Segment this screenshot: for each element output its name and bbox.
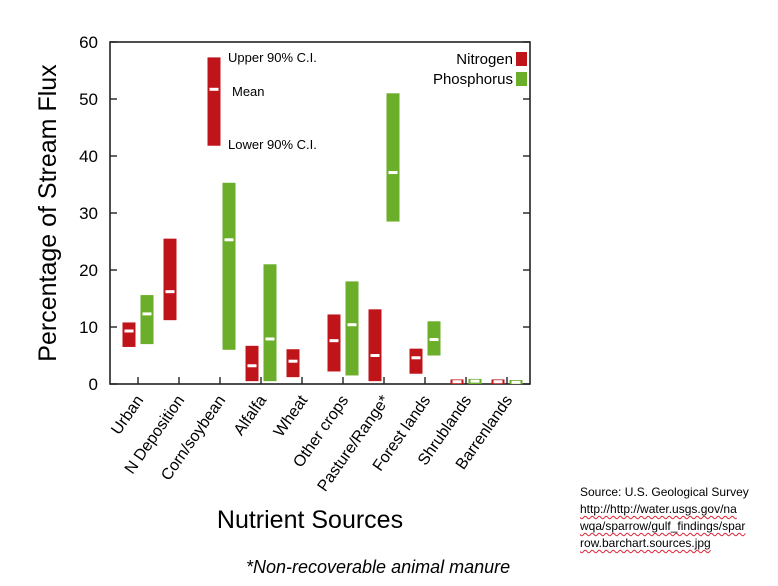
source-link-line-2[interactable]: http://http://water.usgs.gov/na (580, 502, 737, 516)
phosphorus-mean-marker (224, 238, 234, 242)
y-tick-label: 30 (79, 204, 98, 223)
source-note: Source: U.S. Geological Survey http://ht… (580, 484, 770, 552)
phosphorus-range-bar (222, 182, 236, 350)
legend-swatch-phosphorus (516, 72, 527, 86)
nitrogen-mean-marker (411, 356, 421, 360)
x-tick-label: Urban (108, 393, 147, 438)
y-tick-label: 60 (79, 33, 98, 52)
nitrogen-range-bar (409, 348, 423, 374)
x-tick-label: Wheat (271, 392, 312, 440)
nitrogen-mean-marker (247, 364, 257, 368)
ci-key-lower-label: Lower 90% C.I. (228, 137, 317, 152)
nitrogen-range-bar (286, 349, 300, 378)
legend-swatch-nitrogen (516, 52, 527, 66)
source-link-line-4[interactable]: row.barchart.sources.jpg (580, 536, 711, 550)
y-tick-label: 20 (79, 261, 98, 280)
y-tick-label: 0 (89, 375, 98, 394)
phosphorus-mean-marker (511, 380, 521, 384)
phosphorus-mean-marker (470, 379, 480, 383)
phosphorus-mean-marker (388, 171, 398, 175)
legend-label-phosphorus: Phosphorus (433, 71, 513, 88)
nitrogen-range-bar (122, 322, 136, 347)
phosphorus-range-bar (263, 264, 277, 382)
phosphorus-mean-marker (429, 338, 439, 342)
source-link-line-3[interactable]: wqa/sparrow/gulf_findings/spar (580, 519, 746, 533)
y-axis-label: Percentage of Stream Flux (34, 64, 62, 362)
source-line-1: Source: U.S. Geological Survey (580, 485, 749, 499)
nitrogen-range-bar (163, 238, 177, 321)
x-tick-label: Alfalfa (231, 392, 270, 438)
nitrogen-mean-marker (370, 354, 380, 357)
nitrogen-mean-marker (288, 359, 298, 363)
y-tick-label: 10 (79, 318, 98, 337)
nitrogen-mean-marker (452, 380, 462, 384)
nitrogen-range-bar (327, 314, 341, 372)
plot-frame (109, 41, 531, 385)
x-tick-label: Pasture/Range* (315, 393, 394, 495)
nitrogen-mean-marker (165, 290, 175, 294)
phosphorus-mean-marker (265, 337, 275, 341)
ci-key-bar (207, 57, 221, 146)
footnote: *Non-recoverable animal manure (246, 557, 511, 577)
nitrogen-range-bar (245, 345, 259, 382)
phosphorus-range-bar (345, 281, 359, 376)
ci-key-mean-label: Mean (232, 84, 265, 99)
ci-key-mean-marker (209, 87, 219, 91)
phosphorus-range-bar (386, 93, 400, 222)
legend-label-nitrogen: Nitrogen (456, 51, 513, 68)
ci-key-upper-label: Upper 90% C.I. (228, 50, 317, 65)
nitrogen-mean-marker (124, 329, 134, 333)
nitrogen-range-bar (368, 309, 382, 382)
x-axis-label: Nutrient Sources (217, 506, 403, 534)
nitrogen-mean-marker (329, 339, 339, 343)
y-tick-label: 50 (79, 90, 98, 109)
phosphorus-mean-marker (347, 323, 357, 327)
phosphorus-range-bar (140, 295, 154, 345)
y-tick-label: 40 (79, 147, 98, 166)
phosphorus-mean-marker (142, 312, 152, 316)
nitrogen-mean-marker (493, 380, 503, 384)
